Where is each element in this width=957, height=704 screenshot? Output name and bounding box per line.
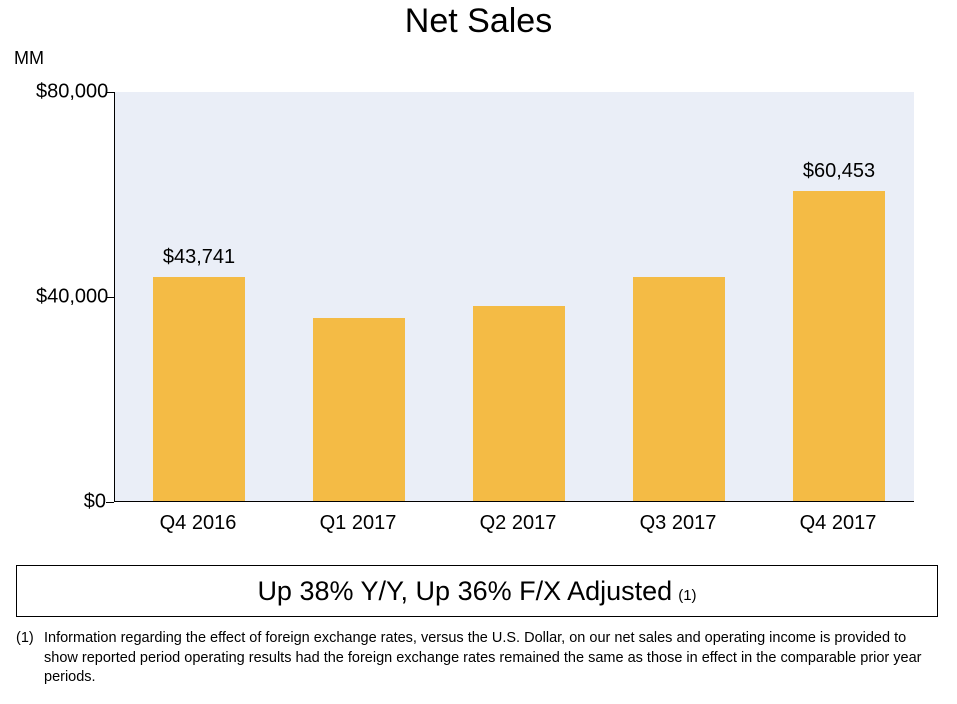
x-tick-label: Q2 2017: [438, 512, 598, 535]
x-tick-label: Q1 2017: [278, 512, 438, 535]
x-tick-label: Q3 2017: [598, 512, 758, 535]
footnote-text: Information regarding the effect of fore…: [44, 629, 938, 688]
x-tick-label: Q4 2016: [118, 512, 278, 535]
plot-area: $43,741$60,453: [114, 92, 914, 502]
x-tick-label: Q4 2017: [758, 512, 918, 535]
chart-container: $43,741$60,453 $0$40,000$80,000Q4 2016Q1…: [36, 80, 926, 550]
summary-callout-box: Up 38% Y/Y, Up 36% F/X Adjusted (1): [16, 565, 938, 617]
bar-value-label: $60,453: [759, 160, 919, 183]
footnote-marker: (1): [16, 629, 44, 688]
bar: [793, 191, 886, 501]
summary-text: Up 38% Y/Y, Up 36% F/X Adjusted: [257, 576, 672, 607]
y-tick-label: $40,000: [36, 286, 106, 309]
y-tick-mark: [106, 92, 114, 93]
y-tick-label: $80,000: [36, 81, 106, 104]
y-axis-unit-label: MM: [14, 48, 44, 69]
footnote: (1) Information regarding the effect of …: [16, 629, 938, 688]
chart-title: Net Sales: [0, 2, 957, 41]
bar: [153, 277, 246, 501]
y-tick-mark: [106, 297, 114, 298]
y-tick-mark: [106, 502, 114, 503]
bar: [633, 277, 726, 501]
bar-value-label: $43,741: [119, 246, 279, 269]
y-tick-label: $0: [36, 491, 106, 514]
bar: [313, 318, 406, 501]
summary-footnote-ref: (1): [678, 587, 696, 604]
bar: [473, 306, 566, 501]
